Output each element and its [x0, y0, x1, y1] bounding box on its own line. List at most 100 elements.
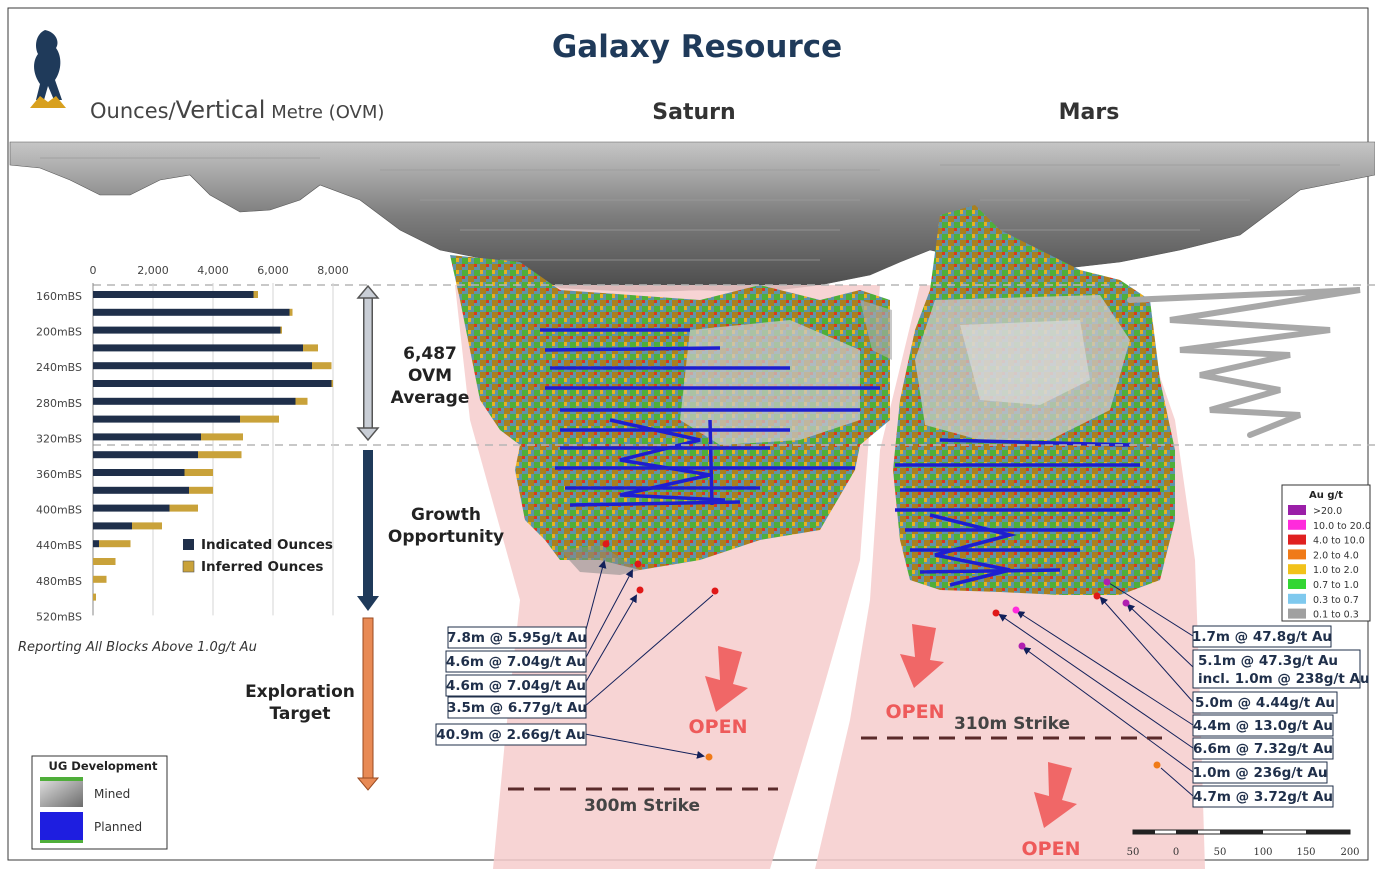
ovm-average-unit: OVM: [408, 366, 452, 386]
mars-intercept-leaders: [998, 582, 1194, 797]
ug-planned-swatch: [40, 812, 83, 842]
chart-depth-label: 520mBS: [36, 610, 82, 623]
bar-indicated: [93, 415, 240, 423]
chart-xtick-label: 2,000: [137, 264, 169, 277]
bar-inferred: [280, 326, 282, 334]
chart-depth-label: 200mBS: [36, 326, 82, 339]
scale-bar-label: 150: [1296, 847, 1315, 858]
mars-intercept-6: 1.0m @ 236g/t Au: [1193, 765, 1328, 781]
open-label-mars: OPEN: [886, 701, 945, 723]
ug-mined-label: Mined: [94, 787, 130, 801]
bar-indicated: [93, 522, 132, 530]
grade-legend-label: 4.0 to 10.0: [1313, 536, 1365, 547]
ovm-average-arrow: [356, 284, 380, 442]
chart-footnote: Reporting All Blocks Above 1.0g/t Au: [18, 640, 257, 655]
growth-label-line1: Growth: [411, 505, 481, 525]
grade-legend-swatch: [1288, 608, 1306, 619]
grade-legend-label: >20.0: [1313, 506, 1342, 517]
bar-inferred: [289, 308, 293, 316]
chart-depth-label: 240mBS: [36, 361, 82, 374]
ovm-average-value: 6,487: [403, 344, 457, 364]
legend-label-inferred: Inferred Ounces: [201, 559, 323, 575]
bar-inferred: [132, 522, 162, 530]
saturn-intercept-4: 3.5m @ 6.77g/t Au: [447, 700, 587, 716]
legend-label-indicated: Indicated Ounces: [201, 537, 333, 553]
bar-indicated: [93, 451, 198, 459]
open-arrow-mars-lower: OPEN: [1022, 762, 1081, 860]
bar-indicated: [93, 291, 254, 298]
saturn-intercept-2: 4.6m @ 7.04g/t Au: [446, 654, 586, 670]
bar-indicated: [93, 326, 281, 334]
exploration-label-line1: Exploration: [245, 682, 355, 702]
grade-legend-swatch: [1288, 534, 1306, 545]
grade-legend-label: 0.1 to 0.3: [1313, 610, 1359, 621]
chart-legend: Indicated Ounces Inferred Ounces: [182, 537, 333, 575]
chart-xtick-label: 4,000: [197, 264, 229, 277]
scale-bar: 50 0 50 100 150 200: [1127, 829, 1360, 858]
ovm-average-label: Average: [391, 388, 470, 408]
scale-bar-label: 200: [1340, 847, 1359, 858]
chart-xtick-label: 0: [90, 264, 97, 277]
chart-depth-label: 440mBS: [36, 539, 82, 552]
bar-indicated: [93, 504, 170, 512]
chart-depth-label: 280mBS: [36, 397, 82, 410]
scale-bar-label: 0: [1173, 847, 1179, 858]
bar-inferred: [295, 397, 308, 405]
bar-inferred: [93, 575, 107, 583]
legend-swatch-inferred: [182, 560, 195, 573]
mars-intercept-2a: 5.1m @ 47.3g/t Au: [1198, 653, 1338, 669]
bar-indicated: [93, 540, 99, 548]
saturn-intercept-3: 4.6m @ 7.04g/t Au: [446, 678, 586, 694]
mars-intercept-boxes: 1.7m @ 47.8g/t Au 5.1m @ 47.3g/t Au incl…: [1192, 625, 1370, 808]
strike-label-mars: 310m Strike: [954, 714, 1070, 734]
legend-swatch-indicated: [183, 539, 194, 550]
grade-legend-swatch: [1288, 505, 1306, 515]
mars-intercept-4: 4.4m @ 13.0g/t Au: [1193, 718, 1333, 734]
bar-inferred: [184, 469, 213, 476]
open-label-saturn: OPEN: [689, 716, 748, 738]
grade-legend-label: 10.0 to 20.0: [1313, 521, 1371, 532]
planned-development-mars: [895, 438, 1160, 587]
growth-label-line2: Opportunity: [388, 527, 504, 547]
mars-drill-points: [992, 578, 1161, 769]
saturn-intercept-leaders: [583, 560, 714, 759]
grade-legend-label: 2.0 to 4.0: [1313, 550, 1359, 561]
chart-xtick-label: 6,000: [257, 264, 289, 277]
saturn-intercept-boxes: 7.8m @ 5.95g/t Au 4.6m @ 7.04g/t Au 4.6m…: [435, 626, 587, 746]
bar-indicated: [93, 469, 185, 476]
deposit-label-saturn: Saturn: [652, 100, 735, 125]
mars-intercept-3: 5.0m @ 4.44g/t Au: [1195, 695, 1335, 711]
bar-inferred: [312, 362, 332, 370]
grade-legend-label: 0.3 to 0.7: [1313, 595, 1359, 606]
bar-inferred: [331, 380, 333, 387]
open-label-mars-lower: OPEN: [1022, 838, 1081, 860]
bar-inferred: [303, 344, 318, 352]
saturn-intercept-5: 40.9m @ 2.66g/t Au: [436, 727, 585, 743]
strike-label-saturn: 300m Strike: [584, 796, 700, 816]
horse-logo-icon: [30, 30, 66, 108]
scale-bar-label: 50: [1127, 847, 1140, 858]
grade-legend-title: Au g/t: [1309, 490, 1343, 501]
bar-inferred: [189, 486, 213, 494]
mars-ug-decline: [1127, 287, 1361, 438]
bar-inferred: [201, 433, 243, 441]
bar-inferred: [93, 593, 96, 601]
chart-depth-label: 160mBS: [36, 290, 82, 303]
mars-intercept-2b: incl. 1.0m @ 238g/t Au: [1198, 671, 1370, 687]
bar-inferred: [99, 540, 131, 548]
scale-bar-label: 100: [1253, 847, 1272, 858]
chart-depth-label: 400mBS: [36, 504, 82, 517]
bar-inferred: [198, 451, 242, 459]
grade-legend-swatch: [1288, 564, 1306, 575]
grade-legend-label: 0.7 to 1.0: [1313, 580, 1359, 591]
bar-indicated: [93, 433, 201, 441]
ovm-bar-chart: 0 2,000 4,000 6,000 8,000 160mBS 200mBS 240mBS…: [36, 264, 349, 623]
page-title: Galaxy Resource: [552, 29, 842, 65]
chart-xtick-label: 8,000: [317, 264, 349, 277]
bar-indicated: [93, 380, 332, 387]
grade-legend-label: 1.0 to 2.0: [1313, 565, 1359, 576]
grade-legend-swatch: [1288, 579, 1306, 589]
deposit-label-mars: Mars: [1059, 100, 1120, 125]
